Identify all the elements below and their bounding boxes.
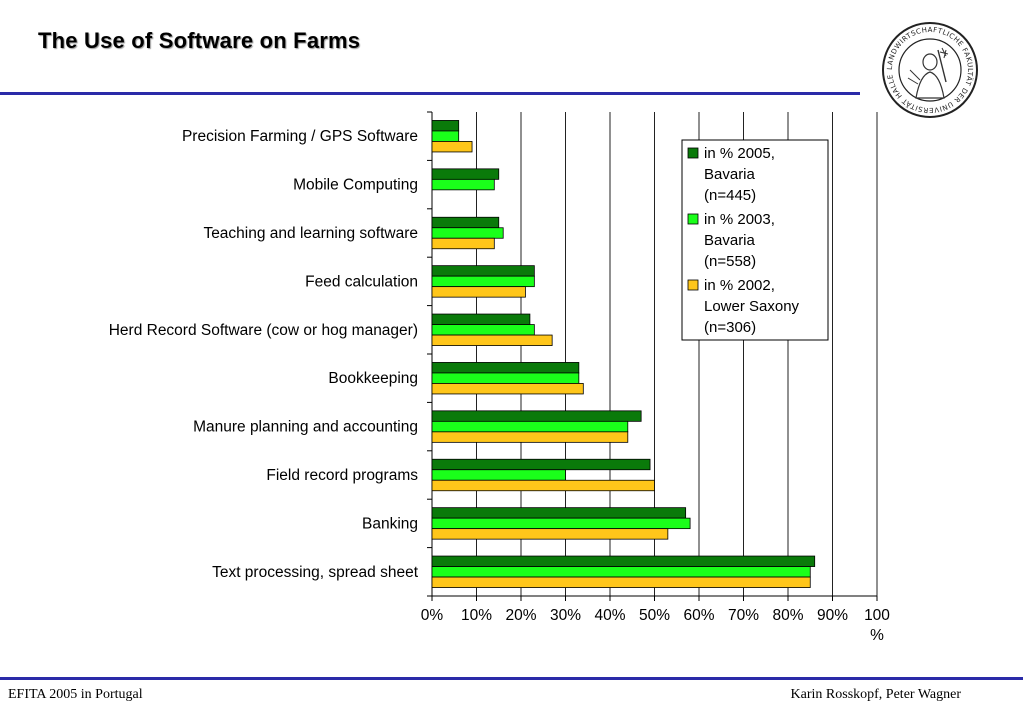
bar bbox=[431, 507, 687, 519]
bar bbox=[431, 324, 535, 336]
x-tick-label: 80% bbox=[772, 607, 803, 624]
footer-authors: Karin Rosskopf, Peter Wagner bbox=[790, 687, 961, 702]
legend-entry-text: in % 2002, bbox=[704, 277, 775, 294]
bar bbox=[431, 431, 629, 443]
x-tick-label: 70% bbox=[728, 607, 759, 624]
university-seal-logo: LANDWIRTSCHAFTLICHE FAKULTÄT DER UNIVERS… bbox=[882, 22, 978, 118]
bar bbox=[431, 275, 535, 288]
x-tick-label: 50% bbox=[639, 607, 670, 624]
x-tick-label: 0% bbox=[421, 607, 444, 624]
legend-swatch bbox=[687, 147, 699, 159]
bar bbox=[431, 216, 500, 229]
bar bbox=[431, 362, 580, 374]
bar bbox=[431, 517, 691, 530]
bar bbox=[431, 334, 553, 346]
page-title: The Use of Software on Farms bbox=[38, 28, 361, 53]
category-label: Teaching and learning software bbox=[203, 225, 418, 242]
bar bbox=[431, 130, 460, 142]
legend-entry-text: (n=558) bbox=[704, 253, 756, 270]
bar bbox=[431, 178, 495, 191]
x-axis-label: % bbox=[870, 627, 884, 644]
legend-entry-text: in % 2003, bbox=[704, 211, 775, 228]
bar bbox=[431, 383, 584, 395]
legend-entry-text: Lower Saxony bbox=[704, 298, 800, 315]
bar bbox=[431, 555, 816, 567]
bar bbox=[431, 313, 531, 325]
category-label: Manure planning and accounting bbox=[193, 419, 418, 436]
footer-event: EFITA 2005 in Portugal bbox=[8, 687, 143, 702]
bar bbox=[431, 120, 460, 132]
bar bbox=[431, 286, 526, 298]
bar bbox=[431, 168, 500, 180]
category-label: Field record programs bbox=[266, 467, 418, 484]
bar bbox=[431, 458, 651, 471]
x-tick-label: 10% bbox=[461, 607, 492, 624]
bar bbox=[431, 410, 642, 422]
bar bbox=[431, 528, 669, 540]
bar bbox=[431, 227, 504, 239]
category-label: Herd Record Software (cow or hog manager… bbox=[109, 322, 418, 339]
bar-chart: Precision Farming / GPS Software Mobile C… bbox=[109, 111, 890, 644]
legend-entry-text: (n=445) bbox=[704, 187, 756, 204]
category-label: Bookkeeping bbox=[328, 370, 418, 387]
bar bbox=[431, 141, 473, 153]
legend-entry-text: Bavaria bbox=[704, 232, 756, 249]
category-label: Mobile Computing bbox=[293, 177, 418, 194]
bar bbox=[431, 566, 811, 578]
bar bbox=[431, 420, 629, 433]
x-tick-label: 90% bbox=[817, 607, 848, 624]
title-divider bbox=[0, 92, 860, 95]
bar bbox=[431, 479, 655, 492]
bar bbox=[431, 469, 566, 481]
legend-entry-text: (n=306) bbox=[704, 319, 756, 336]
category-label: Text processing, spread sheet bbox=[212, 564, 419, 581]
category-label: Precision Farming / GPS Software bbox=[182, 128, 418, 145]
x-tick-label: 100 bbox=[864, 607, 890, 624]
bar bbox=[431, 237, 495, 250]
x-tick-label: 30% bbox=[550, 607, 581, 624]
bar bbox=[431, 576, 811, 588]
x-tick-label: 60% bbox=[683, 607, 714, 624]
category-label: Feed calculation bbox=[305, 273, 418, 290]
bar bbox=[431, 265, 535, 277]
legend-entry-text: Bavaria bbox=[704, 166, 756, 183]
x-tick-label: 40% bbox=[594, 607, 625, 624]
legend-entry-text: in % 2005, bbox=[704, 145, 775, 162]
x-tick-label: 20% bbox=[505, 607, 536, 624]
category-label: Banking bbox=[362, 515, 418, 532]
bar bbox=[431, 372, 580, 384]
legend-swatch bbox=[687, 213, 699, 225]
footer-divider bbox=[0, 677, 1023, 680]
legend-box bbox=[681, 139, 829, 341]
legend-swatch bbox=[687, 279, 699, 291]
